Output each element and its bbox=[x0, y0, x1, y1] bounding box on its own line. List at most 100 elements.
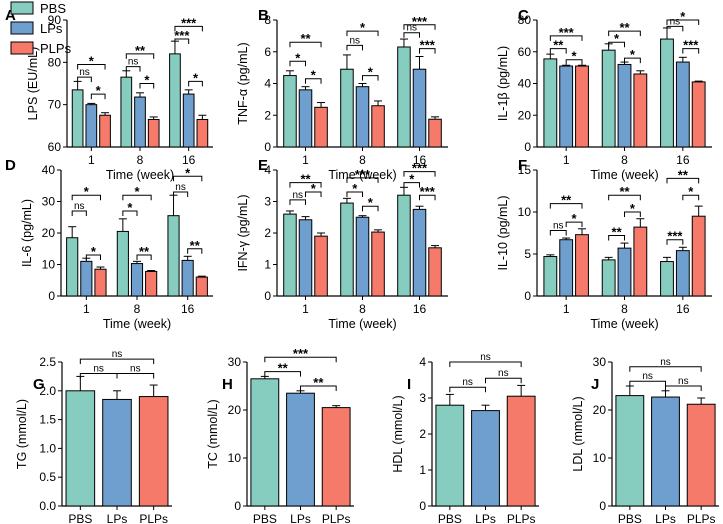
y-tick-label: 80 bbox=[518, 13, 532, 27]
significance-label: * bbox=[368, 195, 374, 210]
significance-label: * bbox=[84, 184, 90, 199]
bar bbox=[80, 260, 93, 297]
x-tick-label: 16 bbox=[181, 302, 195, 316]
y-tick-label: 20 bbox=[593, 403, 607, 417]
significance-label: ** bbox=[553, 38, 564, 53]
significance-bracket bbox=[682, 194, 700, 201]
significance-label: * bbox=[144, 73, 150, 88]
legend-swatch bbox=[10, 41, 34, 55]
x-tick-label: 1 bbox=[88, 153, 95, 167]
panel-letter: E bbox=[258, 157, 268, 174]
legend-swatch bbox=[10, 1, 34, 15]
significance-label: *** bbox=[420, 184, 436, 199]
bar bbox=[298, 89, 313, 148]
x-tick-label: 1 bbox=[563, 302, 570, 316]
bar bbox=[660, 261, 674, 297]
significance-bracket bbox=[449, 361, 522, 367]
bar bbox=[340, 68, 354, 148]
significance-bracket bbox=[666, 177, 700, 184]
bar bbox=[633, 73, 648, 148]
significance-label: * bbox=[193, 70, 199, 85]
significance-label: ns bbox=[130, 364, 141, 375]
y-tick-label: 20 bbox=[42, 226, 56, 240]
y-tick-label: 30 bbox=[42, 195, 56, 209]
significance-label: ** bbox=[278, 361, 289, 376]
significance-bracket bbox=[85, 254, 101, 261]
significance-bracket bbox=[289, 182, 322, 188]
significance-label: *** bbox=[559, 25, 575, 40]
x-tick-label: 8 bbox=[137, 153, 144, 167]
significance-label: * bbox=[409, 172, 415, 187]
significance-label: ** bbox=[619, 184, 630, 199]
significance-bracket bbox=[608, 235, 625, 241]
legend-label: PBS bbox=[40, 1, 66, 16]
significance-bracket bbox=[403, 24, 436, 30]
bar bbox=[130, 263, 144, 297]
x-tick-label: LPs bbox=[290, 512, 311, 524]
bar bbox=[559, 239, 574, 297]
x-tick-label: 1 bbox=[302, 153, 309, 167]
significance-bracket bbox=[608, 194, 641, 201]
bar bbox=[340, 202, 354, 297]
panel-letter: I bbox=[407, 376, 411, 393]
y-tick-label: 1 bbox=[264, 258, 271, 272]
significance-label: *** bbox=[293, 346, 309, 361]
significance-bracket bbox=[362, 205, 379, 212]
y-axis-label: IL-10 (pg/mL) bbox=[496, 195, 510, 270]
significance-bracket bbox=[629, 366, 702, 372]
y-tick-label: 30 bbox=[228, 355, 242, 369]
bar bbox=[116, 230, 129, 297]
bar bbox=[167, 215, 180, 297]
significance-label: *** bbox=[420, 38, 436, 53]
y-tick-label: 0 bbox=[524, 289, 531, 303]
significance-label: * bbox=[134, 184, 140, 199]
y-tick-label: 0 bbox=[524, 140, 531, 154]
x-tick-label: 16 bbox=[413, 153, 427, 167]
significance-label: *** bbox=[412, 14, 428, 29]
x-tick-label: PLPs bbox=[687, 512, 716, 524]
bar bbox=[633, 226, 648, 297]
y-axis-label: IL-6 (pg/mL) bbox=[20, 199, 34, 267]
y-axis-label: LPS (EU/mL) bbox=[26, 47, 40, 121]
y-tick-label: 4 bbox=[264, 163, 271, 177]
bar bbox=[601, 259, 616, 297]
significance-label: * bbox=[614, 31, 620, 46]
bar bbox=[314, 235, 328, 297]
y-axis-label: IL-1β (pg/mL) bbox=[496, 46, 510, 121]
significance-label: *** bbox=[174, 28, 190, 43]
x-axis-label: Time (week) bbox=[103, 317, 171, 331]
x-tick-label: LPs bbox=[655, 512, 676, 524]
significance-bracket bbox=[305, 78, 322, 84]
y-tick-label: 1.0 bbox=[39, 441, 56, 455]
significance-label: ** bbox=[612, 225, 623, 240]
y-tick-label: 20 bbox=[228, 403, 242, 417]
bar bbox=[314, 106, 328, 148]
significance-label: *** bbox=[355, 167, 371, 182]
y-axis-label: LDL (mmol/L) bbox=[571, 396, 585, 471]
x-axis-label: Time (week) bbox=[590, 168, 658, 182]
x-tick-label: PBS bbox=[253, 512, 277, 524]
x-tick-label: PBS bbox=[438, 512, 462, 524]
bar bbox=[283, 213, 297, 297]
bar bbox=[543, 58, 558, 148]
bar bbox=[85, 104, 98, 148]
bar bbox=[575, 234, 589, 297]
significance-bracket bbox=[362, 75, 379, 81]
significance-label: ** bbox=[190, 238, 201, 253]
x-tick-label: PLPs bbox=[322, 512, 351, 524]
significance-bracket bbox=[682, 48, 700, 54]
y-tick-label: 10 bbox=[42, 258, 56, 272]
bar bbox=[371, 231, 385, 297]
significance-label: ns bbox=[175, 182, 186, 193]
bar bbox=[617, 247, 632, 297]
x-tick-label: 8 bbox=[621, 302, 628, 316]
significance-bracket bbox=[549, 203, 583, 209]
bar bbox=[601, 49, 616, 148]
significance-bracket bbox=[289, 41, 322, 48]
significance-bracket bbox=[565, 221, 583, 228]
significance-label: ns bbox=[678, 376, 689, 387]
y-tick-label: 60 bbox=[518, 45, 532, 59]
